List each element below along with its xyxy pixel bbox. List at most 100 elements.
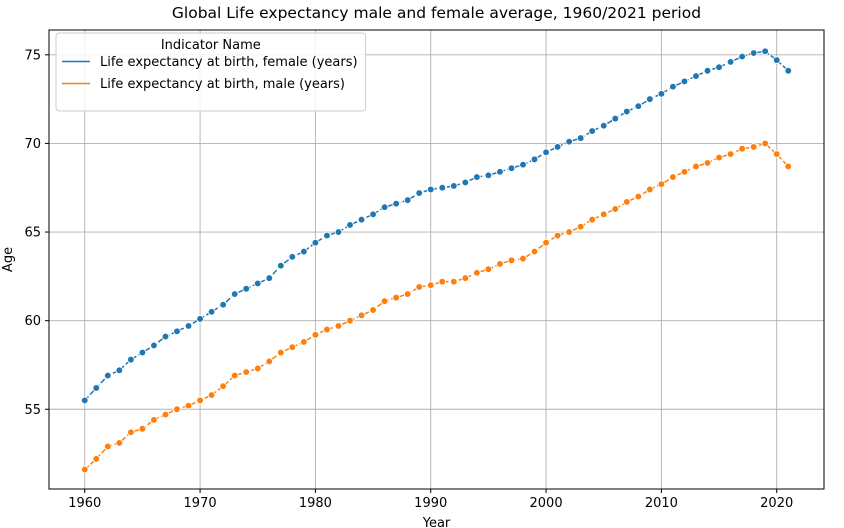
data-point <box>219 300 227 309</box>
data-point <box>346 221 354 229</box>
data-point <box>634 192 643 201</box>
data-point <box>542 148 550 157</box>
data-point <box>265 274 274 282</box>
data-point <box>565 228 573 236</box>
data-point <box>92 455 101 463</box>
data-point <box>323 325 331 334</box>
data-point <box>657 89 666 98</box>
data-point <box>449 277 458 286</box>
plot-area-frame <box>48 29 825 490</box>
data-point <box>323 231 331 240</box>
x-tick-label: 1980 <box>299 496 332 511</box>
data-point <box>761 139 770 148</box>
data-point <box>692 72 700 80</box>
x-tick-label: 1960 <box>68 496 101 511</box>
data-point <box>622 107 631 116</box>
data-point <box>230 290 239 298</box>
data-point <box>207 307 216 316</box>
x-tick-label: 2010 <box>645 496 678 511</box>
data-point <box>300 247 308 256</box>
y-tick-label: 60 <box>24 314 41 329</box>
data-point <box>207 391 216 399</box>
data-point <box>507 256 516 265</box>
data-point <box>646 185 654 194</box>
data-point <box>749 143 758 151</box>
data-point <box>599 121 608 130</box>
data-point <box>288 343 297 352</box>
data-point <box>357 215 366 224</box>
data-point <box>150 416 158 424</box>
data-point <box>738 52 746 61</box>
data-point <box>657 180 666 189</box>
data-point <box>415 283 424 291</box>
data-point <box>403 290 412 298</box>
data-point <box>553 231 562 240</box>
data-point <box>461 178 470 187</box>
data-point <box>357 311 366 320</box>
data-point <box>542 238 550 247</box>
data-point <box>380 203 389 212</box>
legend-label: Life expectancy at birth, male (years) <box>100 77 345 92</box>
legend-entries: Life expectancy at birth, female (years)… <box>62 55 358 92</box>
data-point <box>565 137 573 146</box>
data-point <box>530 155 539 164</box>
data-point <box>761 47 770 56</box>
data-point <box>473 268 481 277</box>
data-point <box>346 316 354 325</box>
data-point <box>599 210 608 219</box>
y-axis-title: Age <box>1 247 16 272</box>
data-point <box>380 297 389 305</box>
data-point <box>749 49 758 57</box>
data-point <box>196 396 204 405</box>
x-tick-label: 1990 <box>414 496 447 511</box>
data-point <box>173 327 181 336</box>
data-point <box>184 401 193 410</box>
data-point <box>519 160 527 169</box>
data-point <box>311 330 320 339</box>
data-point <box>473 173 481 181</box>
data-point <box>138 424 147 433</box>
data-point <box>438 183 447 192</box>
data-point <box>611 205 620 213</box>
data-point <box>784 162 793 171</box>
series-1 <box>80 47 793 405</box>
data-point <box>703 159 712 167</box>
data-point <box>622 198 631 206</box>
data-point <box>634 102 643 111</box>
data-point <box>311 238 320 247</box>
data-point <box>276 261 285 270</box>
data-point <box>772 56 781 64</box>
data-point <box>184 322 193 330</box>
data-point <box>726 58 735 66</box>
data-point <box>461 274 470 282</box>
data-point <box>576 222 585 231</box>
data-point <box>80 396 89 405</box>
data-point <box>784 66 793 75</box>
series-line <box>84 142 789 471</box>
data-point <box>426 281 435 290</box>
y-tick-label: 75 <box>24 48 41 63</box>
data-point <box>415 189 424 197</box>
data-point <box>80 465 89 474</box>
data-point <box>253 279 262 288</box>
data-point <box>726 150 735 158</box>
data-point <box>646 95 654 103</box>
data-point <box>253 364 262 373</box>
data-point <box>715 63 723 72</box>
data-point <box>173 405 181 414</box>
data-point <box>553 143 562 151</box>
y-tick-label: 55 <box>24 403 41 418</box>
data-point <box>138 348 147 357</box>
data-point <box>692 162 700 171</box>
data-point <box>115 366 124 375</box>
data-point <box>669 82 677 91</box>
y-tick-label: 65 <box>24 226 41 241</box>
data-point <box>438 277 447 286</box>
legend-title: Indicator Name <box>161 38 261 53</box>
x-tick-label: 2020 <box>760 496 793 511</box>
data-point <box>426 185 435 194</box>
data-point <box>127 428 135 437</box>
data-point <box>507 164 516 173</box>
data-point <box>334 322 343 330</box>
data-point <box>496 260 504 268</box>
